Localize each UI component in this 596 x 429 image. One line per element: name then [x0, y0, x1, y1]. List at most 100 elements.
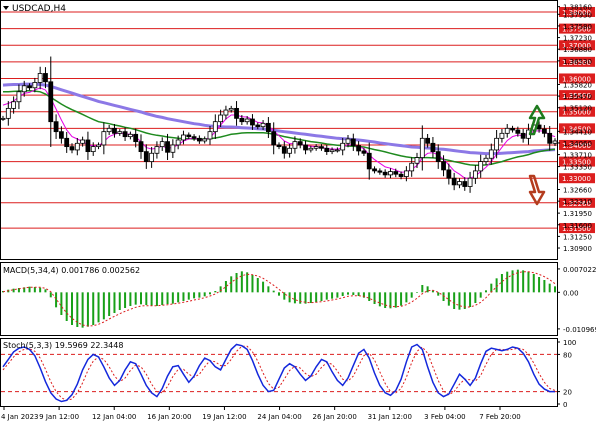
candle-body	[85, 139, 91, 153]
candle-body	[265, 122, 271, 133]
level-label-box	[559, 56, 595, 67]
macd-bar	[352, 292, 355, 295]
macd-bar	[155, 292, 158, 306]
candle-body	[244, 118, 250, 123]
candle-body	[334, 149, 340, 152]
level-label: 1.32260	[562, 200, 591, 208]
price-tick-label: 1.36530	[563, 58, 592, 66]
candle-body	[143, 151, 149, 162]
macd-tick-label: 0.007022	[563, 266, 596, 274]
macd-bar	[522, 270, 525, 293]
candle-body	[356, 145, 362, 152]
candle-body	[58, 131, 64, 139]
level-label-box	[559, 156, 595, 167]
candle-body	[446, 169, 452, 179]
candle-body	[393, 171, 399, 175]
macd-bar	[171, 292, 174, 304]
level-label-box	[559, 40, 595, 51]
macd-bar	[389, 292, 392, 309]
macd-bar	[400, 292, 403, 306]
price-tick-label: 1.31250	[563, 233, 592, 241]
trend-up-arrow-icon	[528, 104, 546, 136]
macd-bar	[124, 292, 127, 308]
macd-bar	[405, 292, 408, 303]
level-label: 1.36500	[562, 59, 591, 67]
candle-body	[112, 127, 117, 134]
macd-bar	[278, 292, 280, 296]
candle-body	[319, 146, 324, 149]
ma-fast-line	[2, 87, 556, 179]
macd-axis: 0.007022 0.00 -0.010969	[557, 266, 596, 334]
candle-body	[234, 107, 239, 119]
macd-bar	[118, 292, 121, 310]
macd-bar	[490, 283, 493, 293]
time-axis: 4 Jan 2023 9 Jan 12:00 12 Jan 04:00 16 Jan …	[1, 406, 521, 421]
macd-bar	[246, 272, 249, 293]
candle-body	[16, 91, 22, 103]
macd-signal-path	[2, 271, 556, 327]
candle-body	[520, 132, 526, 139]
time-tick-label: 24 Jan 04:00	[257, 413, 301, 421]
candle-body	[552, 140, 558, 144]
candle-body	[494, 137, 500, 151]
candle-body	[43, 73, 48, 83]
candle-body	[255, 124, 261, 128]
time-tick-label: 3 Feb 04:00	[424, 413, 465, 421]
stoch-panel-frame	[0, 338, 558, 407]
macd-bar	[134, 292, 137, 305]
time-tick-label: 26 Jan 20:00	[313, 413, 357, 421]
candle-body	[271, 131, 277, 146]
macd-bar	[336, 292, 339, 298]
candle-body	[382, 171, 388, 176]
macd-bar	[309, 292, 312, 303]
candle-body	[510, 127, 515, 131]
macd-signal-line	[2, 271, 556, 327]
candle-body	[37, 73, 43, 83]
time-tick-label: 7 Feb 20:00	[479, 413, 520, 421]
candle-body	[80, 139, 86, 144]
candle-body	[186, 134, 192, 138]
stoch-label: Stoch(5,3,3) 19.5969 22.3448	[3, 341, 123, 350]
price-tick-label: 1.33350	[563, 164, 592, 172]
price-tick-label: 1.34410	[563, 128, 592, 136]
symbol-title: USDCAD,H4	[12, 4, 66, 14]
candle-body	[281, 146, 287, 154]
ma-slow-line	[2, 82, 556, 156]
macd-bar	[431, 290, 434, 293]
candle-body	[419, 137, 425, 158]
candle-body	[515, 129, 521, 134]
candle-body	[350, 138, 356, 147]
level-label: 1.31500	[562, 225, 591, 233]
candle-body	[170, 144, 176, 153]
macd-bar	[357, 292, 360, 296]
candle-body	[207, 131, 213, 140]
candle-body	[366, 152, 372, 170]
trend-down-arrow-icon	[528, 174, 546, 206]
candle-body	[276, 144, 282, 148]
candle-body	[212, 121, 218, 133]
macd-bar	[240, 271, 243, 293]
candle-body	[202, 138, 208, 142]
macd-bar	[453, 292, 456, 309]
macd-bar	[81, 292, 84, 328]
candle-body	[313, 146, 319, 149]
macd-bar	[256, 278, 259, 293]
candle-body	[488, 149, 494, 159]
candle-body	[21, 85, 27, 93]
level-label-box	[559, 173, 595, 184]
candle-body	[239, 117, 245, 123]
macd-bar	[76, 292, 79, 327]
macd-bar	[17, 288, 20, 293]
macd-bar	[362, 292, 365, 298]
macd-bar	[437, 292, 440, 296]
candle-body	[329, 149, 335, 153]
level-label-box	[559, 197, 595, 208]
level-label-box	[559, 23, 595, 34]
candle-body	[388, 171, 393, 176]
triangle-down-icon[interactable]	[3, 6, 9, 10]
candle-body	[303, 144, 308, 151]
macd-bar	[341, 292, 344, 296]
